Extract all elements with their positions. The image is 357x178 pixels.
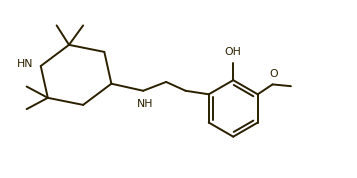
Text: O: O	[269, 69, 278, 79]
Text: NH: NH	[137, 99, 153, 109]
Text: HN: HN	[16, 59, 33, 69]
Text: OH: OH	[225, 47, 242, 57]
